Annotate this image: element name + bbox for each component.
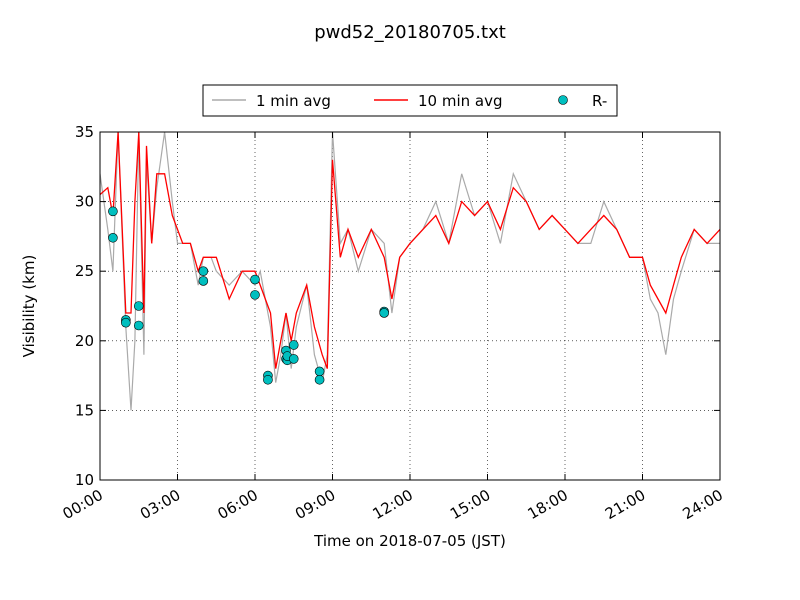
- rain-marker: [314, 374, 325, 385]
- x-tick-label: 15:00: [447, 486, 493, 523]
- x-axis-label: Time on 2018-07-05 (JST): [313, 532, 506, 550]
- plot-area: [100, 132, 720, 480]
- legend-marker-rain: [558, 95, 568, 105]
- x-tick-label: 24:00: [680, 486, 726, 523]
- x-tick-label: 18:00: [525, 486, 571, 523]
- rain-marker: [198, 266, 209, 277]
- rain-marker: [288, 340, 299, 350]
- plot-series: [100, 132, 720, 411]
- legend-label-1min: 1 min avg: [256, 92, 331, 110]
- y-tick-label: 20: [75, 332, 94, 350]
- x-tick-label: 21:00: [602, 486, 648, 523]
- rain-marker: [108, 206, 118, 217]
- y-tick-label: 35: [75, 123, 94, 141]
- legend-label-rain: R-: [592, 92, 607, 110]
- x-tick-label: 06:00: [215, 486, 261, 523]
- rain-marker: [121, 317, 131, 328]
- x-tick-label: 00:00: [60, 486, 106, 523]
- legend: 1 min avg 10 min avg R-: [202, 84, 618, 117]
- grid: [100, 132, 720, 480]
- rain-marker: [263, 374, 273, 385]
- rain-marker: [379, 308, 389, 318]
- rain-marker: [133, 320, 144, 331]
- rain-marker: [314, 366, 325, 377]
- y-tick-label: 10: [75, 471, 94, 489]
- legend-box: [202, 84, 618, 117]
- rain-marker: [133, 301, 144, 311]
- 10min-avg-line: [100, 132, 720, 369]
- rain-marker: [250, 274, 260, 285]
- y-tick-label: 15: [75, 401, 94, 419]
- x-tick-label: 09:00: [292, 486, 338, 523]
- rain-marker: [288, 354, 299, 364]
- y-tick-label: 30: [75, 193, 94, 211]
- x-tick-label: 03:00: [137, 486, 183, 523]
- legend-label-10min: 10 min avg: [418, 92, 503, 110]
- chart-title: pwd52_20180705.txt: [314, 22, 506, 43]
- rain-marker: [250, 290, 260, 300]
- y-axis-label: Visibility (km): [20, 255, 38, 358]
- rain-marker: [108, 232, 118, 243]
- x-tick-label: 12:00: [370, 486, 416, 523]
- y-tick-label: 25: [75, 262, 94, 280]
- rain-marker: [198, 276, 209, 286]
